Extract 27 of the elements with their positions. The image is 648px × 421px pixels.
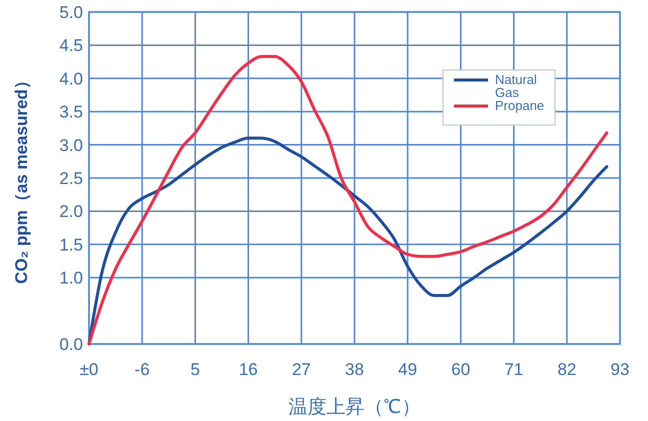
x-tick-label: 5 (190, 360, 200, 379)
y-tick-label: 2.5 (59, 169, 83, 188)
x-axis-title: 温度上昇（℃） (288, 396, 420, 418)
y-tick-label: 1.0 (59, 268, 83, 288)
y-tick-label: 0.0 (59, 335, 83, 354)
y-tick-label: 3.0 (59, 136, 83, 155)
x-tick-label: 16 (238, 360, 258, 379)
y-tick-label: 2.0 (59, 202, 83, 222)
x-tick-label: ±0 (80, 360, 98, 379)
y-axis-title: CO₂ ppm（as measured） (12, 72, 31, 284)
y-tick-label: 5.0 (59, 3, 83, 22)
x-tick-label: 60 (451, 360, 470, 379)
x-tick-label: 49 (398, 360, 418, 379)
y-tick-label: 1.5 (59, 235, 83, 254)
x-tick-label: 38 (345, 360, 364, 379)
x-tick-label: 82 (557, 360, 576, 379)
x-tick-label: 27 (292, 360, 311, 379)
y-tick-label: 4.5 (59, 36, 83, 56)
line-series (88, 136, 608, 346)
x-tick-label: 71 (504, 360, 524, 379)
x-tick-label: -6 (134, 360, 150, 379)
y-tick-label: 3.5 (59, 102, 83, 122)
y-tick-label: 4.0 (59, 69, 83, 88)
legend-label: Natural Gas (495, 72, 538, 100)
legend-label: Propane (495, 98, 544, 113)
x-tick-label: 93 (610, 360, 630, 379)
line-series (88, 54, 608, 346)
